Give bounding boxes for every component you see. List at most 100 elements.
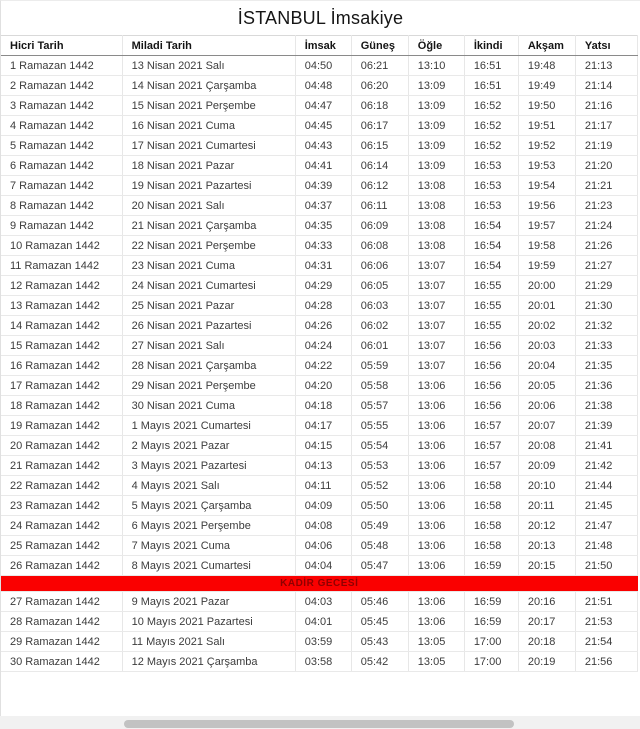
time-cell: 13:06 [408,415,465,436]
time-cell: 19:49 [518,75,576,96]
table-row: 26 Ramazan 1442 8 Mayıs 2021 Cumartesi 04:… [1,555,639,576]
miladi-date-cell: 12 Mayıs 2021 Çarşamba [122,651,296,672]
time-cell: 04:48 [295,75,352,96]
miladi-date-cell: 8 Mayıs 2021 Cumartesi [122,555,296,576]
time-cell: 13:09 [408,95,465,116]
miladi-date-cell: 26 Nisan 2021 Pazartesi [122,315,296,336]
time-cell: 05:48 [351,535,409,556]
time-cell: 04:26 [295,315,352,336]
time-cell: 06:15 [351,135,409,156]
miladi-date-cell: 25 Nisan 2021 Pazar [122,295,296,316]
time-cell: 20:12 [518,515,576,536]
hicri-date-cell: 8 Ramazan 1442 [1,195,123,216]
time-cell: 16:52 [464,135,519,156]
table-row: 29 Ramazan 1442 11 Mayıs 2021 Salı 03:59 05… [1,631,639,652]
time-cell: 05:55 [351,415,409,436]
time-cell: 20:13 [518,535,576,556]
time-cell: 21:24 [575,215,639,236]
time-cell: 04:11 [295,475,352,496]
time-cell: 19:56 [518,195,576,216]
time-cell: 21:42 [575,455,639,476]
time-cell: 16:56 [464,335,519,356]
time-cell: 19:48 [518,55,576,76]
time-cell: 20:19 [518,651,576,672]
time-cell: 13:09 [408,135,465,156]
time-cell: 21:53 [575,611,639,632]
time-cell: 21:45 [575,495,639,516]
hicri-date-cell: 15 Ramazan 1442 [1,335,123,356]
time-cell: 13:06 [408,555,465,576]
hicri-date-cell: 25 Ramazan 1442 [1,535,123,556]
time-cell: 21:27 [575,255,639,276]
time-cell: 21:20 [575,155,639,176]
time-cell: 19:50 [518,95,576,116]
time-cell: 13:07 [408,275,465,296]
time-cell: 06:21 [351,55,409,76]
time-cell: 21:16 [575,95,639,116]
time-cell: 06:18 [351,95,409,116]
time-cell: 13:06 [408,375,465,396]
table-row: 14 Ramazan 1442 26 Nisan 2021 Pazartesi 04… [1,315,639,336]
time-cell: 13:06 [408,395,465,416]
time-cell: 04:50 [295,55,352,76]
horizontal-scrollbar-thumb[interactable] [124,720,514,728]
time-cell: 16:59 [464,591,519,612]
table-row: 21 Ramazan 1442 3 Mayıs 2021 Pazartesi 04:… [1,455,639,476]
time-cell: 16:54 [464,215,519,236]
hicri-date-cell: 23 Ramazan 1442 [1,495,123,516]
time-cell: 04:24 [295,335,352,356]
time-cell: 19:52 [518,135,576,156]
time-cell: 20:15 [518,555,576,576]
time-cell: 05:43 [351,631,409,652]
time-cell: 04:39 [295,175,352,196]
time-cell: 06:11 [351,195,409,216]
table-row: 9 Ramazan 1442 21 Nisan 2021 Çarşamba 04:3… [1,215,639,236]
time-cell: 16:59 [464,555,519,576]
time-cell: 21:19 [575,135,639,156]
time-cell: 13:06 [408,495,465,516]
header-cell-5: İkindi [464,35,519,56]
table-row: 12 Ramazan 1442 24 Nisan 2021 Cumartesi 04… [1,275,639,296]
time-cell: 20:17 [518,611,576,632]
hicri-date-cell: 29 Ramazan 1442 [1,631,123,652]
table-row: 27 Ramazan 1442 9 Mayıs 2021 Pazar 04:03 05… [1,591,639,612]
time-cell: 05:45 [351,611,409,632]
hicri-date-cell: 26 Ramazan 1442 [1,555,123,576]
time-cell: 06:01 [351,335,409,356]
time-cell: 13:08 [408,195,465,216]
time-cell: 04:31 [295,255,352,276]
time-cell: 16:58 [464,515,519,536]
time-cell: 06:20 [351,75,409,96]
time-cell: 20:03 [518,335,576,356]
miladi-date-cell: 22 Nisan 2021 Perşembe [122,235,296,256]
time-cell: 05:57 [351,395,409,416]
time-cell: 21:36 [575,375,639,396]
table-row: 24 Ramazan 1442 6 Mayıs 2021 Perşembe 04:0… [1,515,639,536]
time-cell: 04:09 [295,495,352,516]
hicri-date-cell: 7 Ramazan 1442 [1,175,123,196]
time-cell: 20:07 [518,415,576,436]
miladi-date-cell: 1 Mayıs 2021 Cumartesi [122,415,296,436]
miladi-date-cell: 10 Mayıs 2021 Pazartesi [122,611,296,632]
table-row: 2 Ramazan 1442 14 Nisan 2021 Çarşamba 04:4… [1,75,639,96]
time-cell: 16:56 [464,395,519,416]
miladi-date-cell: 11 Mayıs 2021 Salı [122,631,296,652]
hicri-date-cell: 18 Ramazan 1442 [1,395,123,416]
time-cell: 21:48 [575,535,639,556]
time-cell: 04:47 [295,95,352,116]
time-cell: 13:06 [408,455,465,476]
miladi-date-cell: 14 Nisan 2021 Çarşamba [122,75,296,96]
table-row: 22 Ramazan 1442 4 Mayıs 2021 Salı 04:11 05:… [1,475,639,496]
time-cell: 05:47 [351,555,409,576]
time-cell: 20:05 [518,375,576,396]
hicri-date-cell: 14 Ramazan 1442 [1,315,123,336]
time-cell: 19:59 [518,255,576,276]
horizontal-scrollbar-track[interactable] [0,716,640,729]
time-cell: 21:32 [575,315,639,336]
time-cell: 04:15 [295,435,352,456]
miladi-date-cell: 16 Nisan 2021 Cuma [122,115,296,136]
time-cell: 16:55 [464,315,519,336]
time-cell: 13:06 [408,611,465,632]
time-cell: 13:08 [408,175,465,196]
